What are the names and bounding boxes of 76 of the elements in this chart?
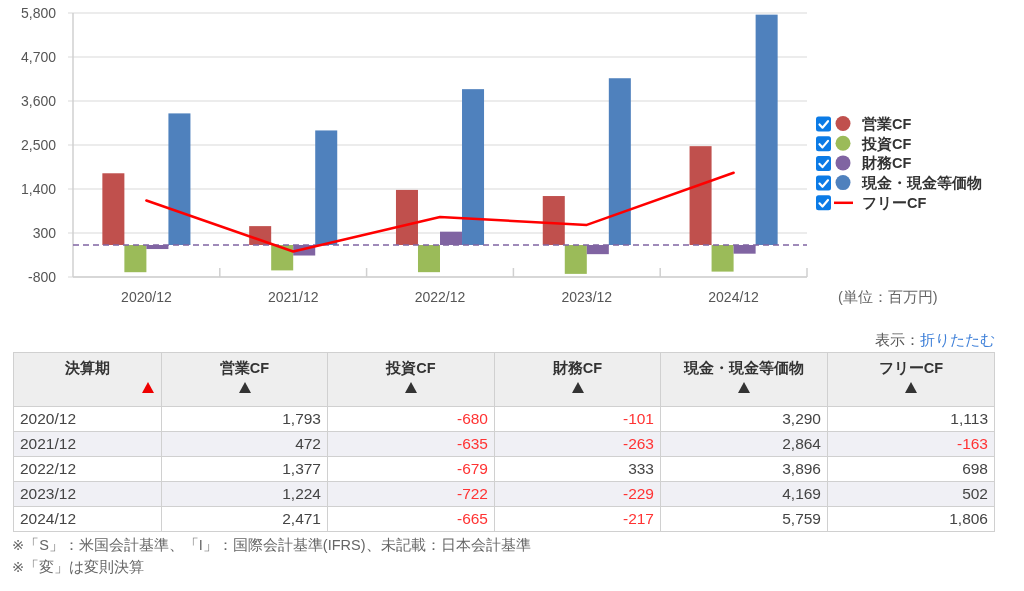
y-tick-label: 2021/12 [13, 431, 162, 457]
data-label: 333 [494, 456, 661, 482]
bar [395, 189, 418, 245]
y-tick-label: 2020/12 [13, 406, 162, 432]
data-label: -722 [327, 481, 495, 507]
data-label: 2,471 [161, 506, 328, 532]
data-label: -635 [327, 431, 495, 457]
x-tick-label: 2022/12 [414, 289, 466, 305]
data-label: 1,377 [161, 456, 328, 482]
x-tick-label: 財務CF [551, 359, 604, 378]
bar [124, 245, 147, 273]
data-label: -217 [494, 506, 661, 532]
data-label: 2,864 [660, 431, 828, 457]
text: (単位：百万円) [838, 289, 938, 305]
text: 決算期 [64, 359, 111, 378]
bar [440, 231, 463, 245]
data-label: -679 [327, 456, 495, 482]
data-label: -665 [327, 506, 495, 532]
y-tick-label: 2022/12 [13, 456, 162, 482]
data-label: 1,113 [827, 406, 995, 432]
bar [564, 245, 587, 274]
bar [733, 245, 756, 254]
y-tick-label: 2,500 [20, 137, 57, 153]
data-label: -163 [827, 431, 995, 457]
y-tick-label: 1,400 [20, 181, 57, 197]
x-tick-label: 2021/12 [267, 289, 319, 305]
data-label: -680 [327, 406, 495, 432]
x-tick-label: フリーCF [877, 359, 945, 378]
bar [608, 78, 631, 245]
data-label: 1,224 [161, 481, 328, 507]
bar [462, 89, 485, 245]
legend-label: フリーCF [862, 194, 927, 211]
bar [417, 245, 440, 273]
bar [315, 130, 338, 245]
data-label: -101 [494, 406, 661, 432]
data-label: 3,290 [660, 406, 828, 432]
text: ※「変」は変則決算 [12, 559, 145, 575]
data-label: 5,759 [660, 506, 828, 532]
text: ※「S」：米国会計基準、「I」：国際会計基準(IFRS)、未記載：日本会計基準 [12, 537, 531, 553]
plot: -800 300 1,400 2,500 3,600 4,700 5,800 2020/12 2021/12 2022/12 2023/12 2024/12 [20, 5, 808, 305]
x-tick-label: 現金・現金等価物 [682, 359, 805, 378]
data-label: -229 [494, 481, 661, 507]
y-tick-label: 3,600 [20, 93, 57, 109]
bar [711, 245, 734, 272]
data-label: -263 [494, 431, 661, 457]
y-tick-label: -800 [27, 269, 57, 285]
data-label: 698 [827, 456, 995, 482]
legend-label: 財務CF [861, 155, 912, 172]
text: 折りたたむ [920, 331, 995, 348]
data-label: 502 [827, 481, 995, 507]
data-label: 1,793 [161, 406, 328, 432]
y-tick-label: 2023/12 [13, 481, 162, 507]
bar [168, 113, 191, 245]
line-series [145, 171, 735, 253]
data-label: 1,806 [827, 506, 995, 532]
x-tick-label: 営業CF [218, 359, 271, 378]
y-tick-label: 5,800 [20, 5, 57, 21]
y-tick-label: 300 [32, 225, 57, 241]
bar [542, 196, 565, 245]
legend-label: 現金・現金等価物 [861, 175, 982, 192]
data-label: 3,896 [660, 456, 828, 482]
data-label: 4,169 [660, 481, 828, 507]
legend-label: 投資CF [861, 135, 912, 152]
bar [689, 146, 712, 245]
x-tick-label: 2023/12 [561, 289, 613, 305]
y-tick-label: 2024/12 [13, 506, 162, 532]
x-tick-label: 投資CF [384, 359, 437, 378]
bar [586, 245, 609, 255]
y-tick-label: 4,700 [20, 49, 57, 65]
x-tick-label: 2020/12 [121, 289, 172, 305]
legend-label: 営業CF [862, 116, 912, 132]
bar [755, 14, 778, 245]
data-label: 472 [161, 431, 328, 457]
bar [102, 173, 125, 245]
text: 表示： [875, 331, 920, 348]
x-tick-label: 2024/12 [708, 289, 760, 305]
